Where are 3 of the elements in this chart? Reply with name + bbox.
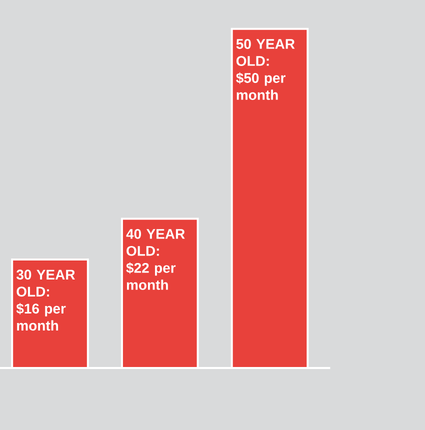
- data-label: 30 YEAR OLD: $16 per month: [16, 270, 75, 331]
- data-label: 40 YEAR OLD: $22 per month: [126, 228, 185, 290]
- data-label: 50 YEAR OLD: $50 per month: [236, 39, 295, 100]
